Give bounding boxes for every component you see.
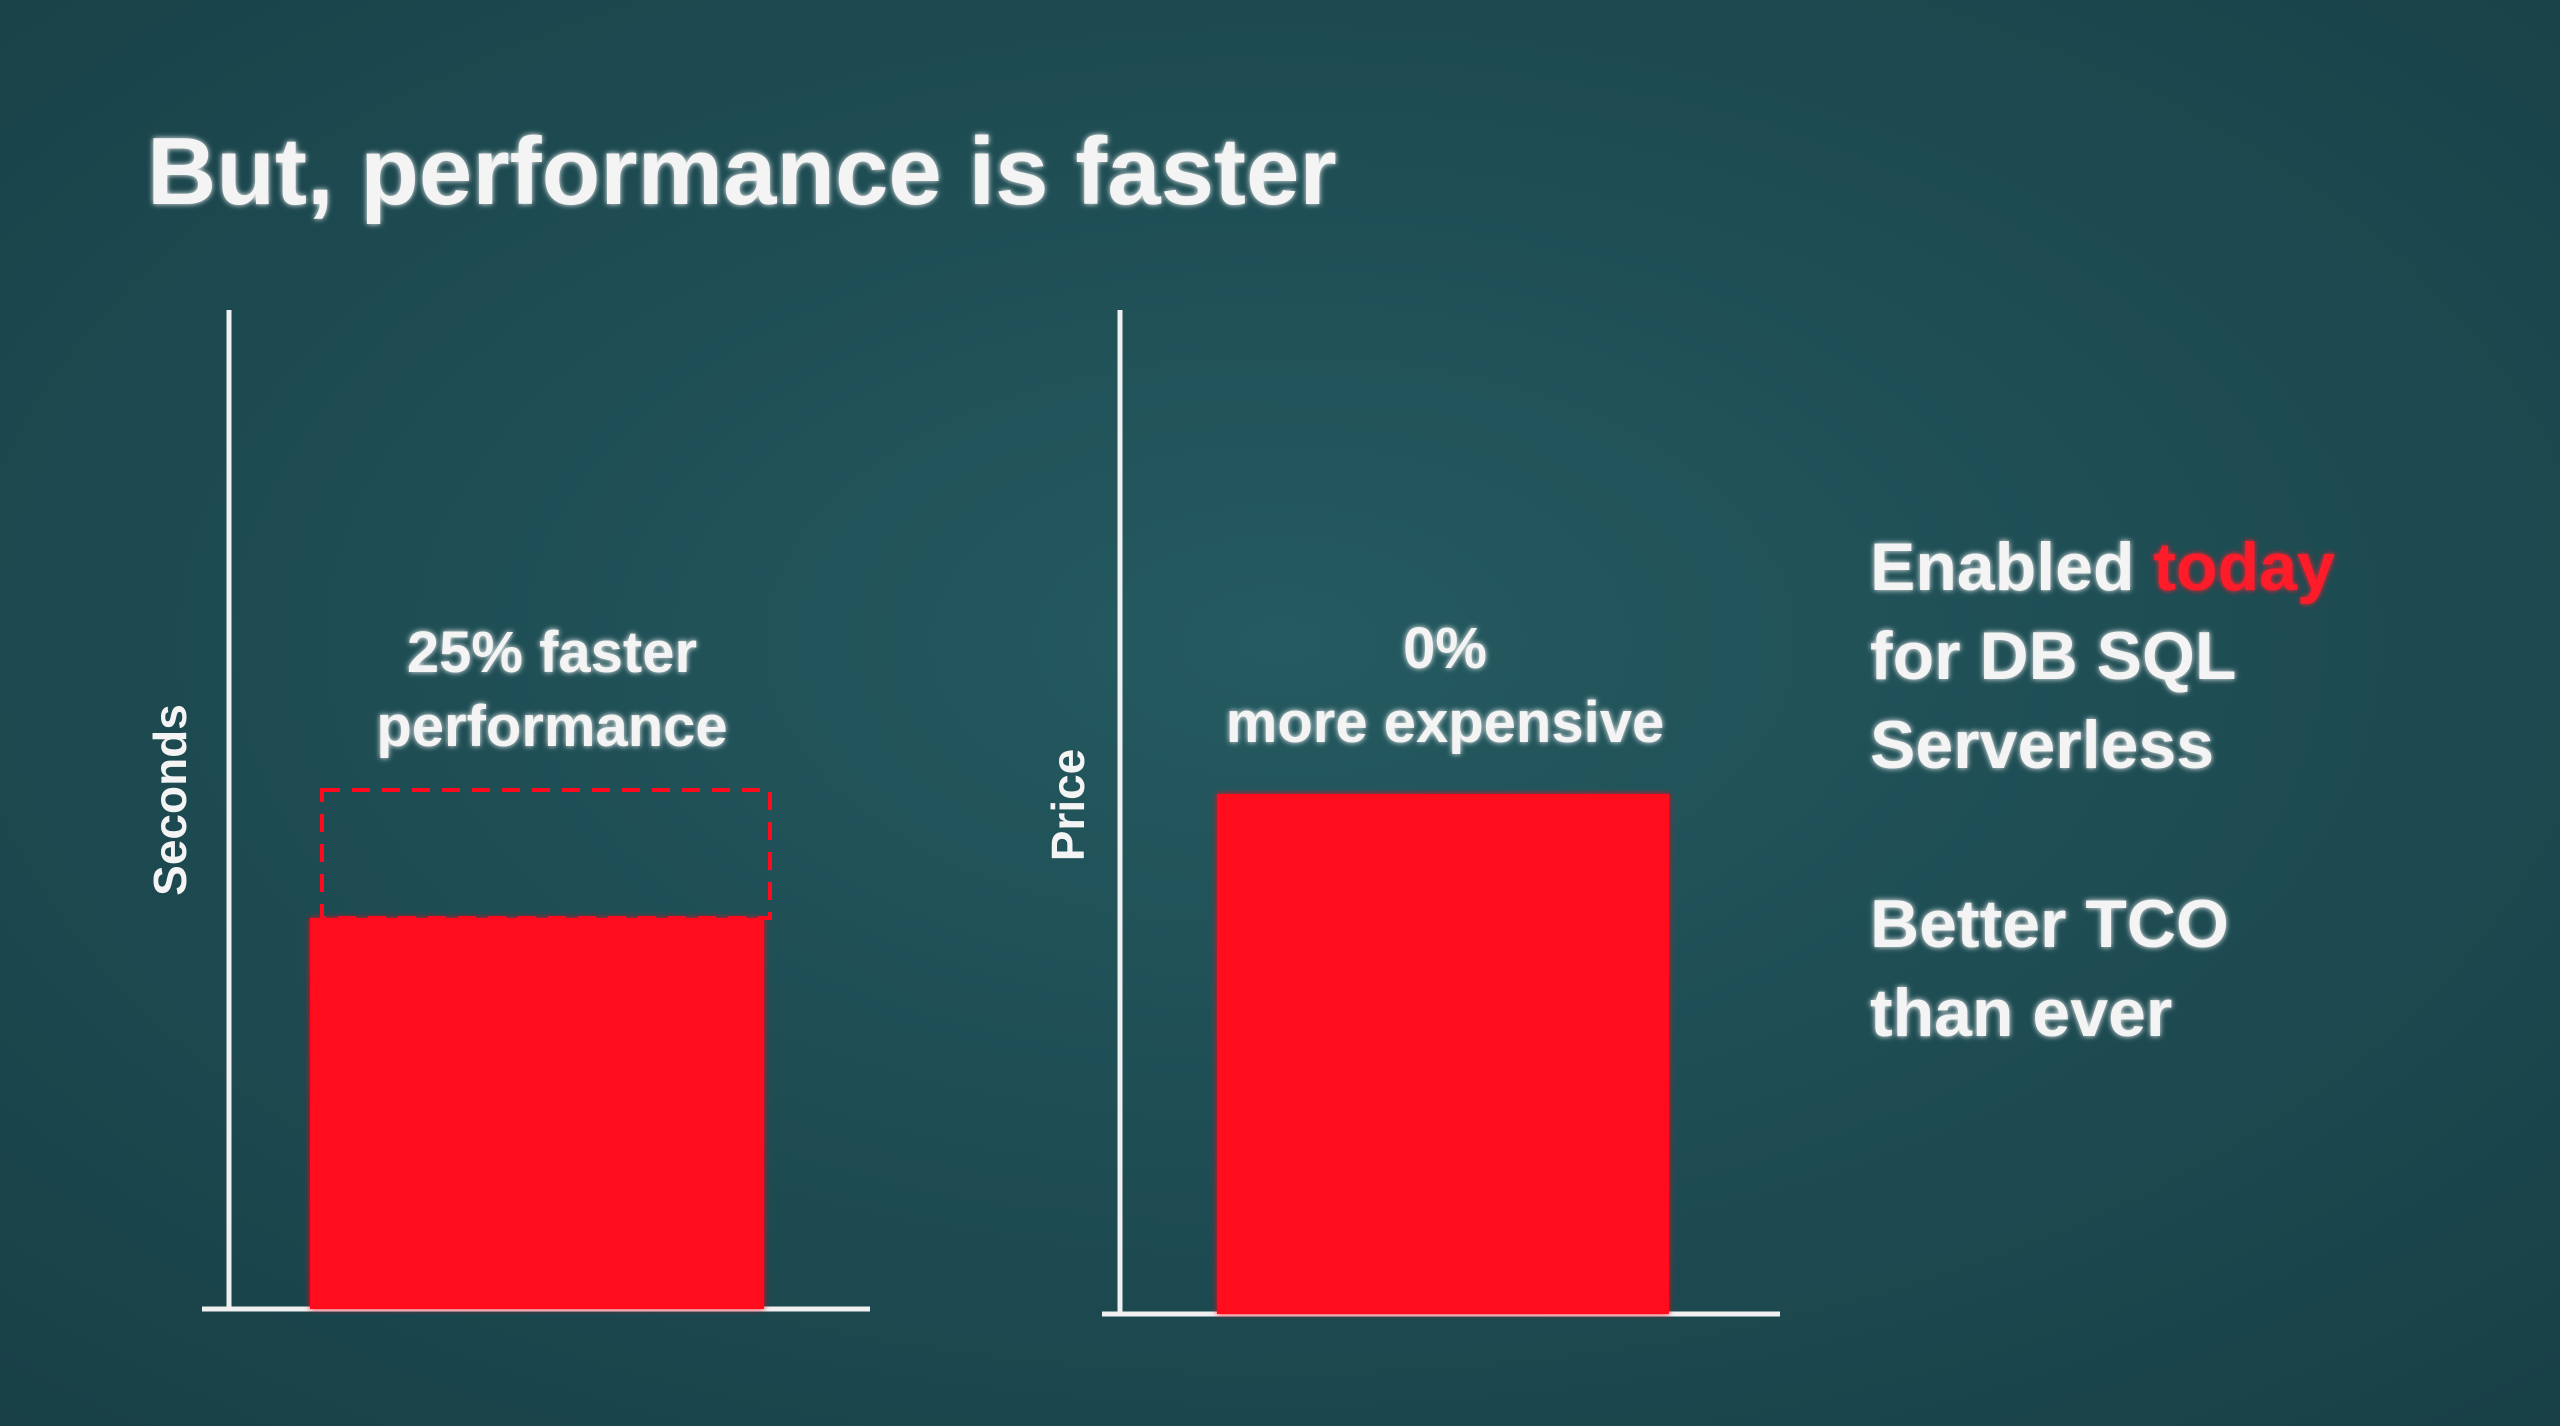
price-chart: Price 0% more expensive	[1042, 310, 1780, 1317]
seconds-chart: Seconds 25% faster performance	[144, 310, 870, 1312]
bar	[310, 918, 764, 1309]
side-line: Better TCO	[1870, 886, 2229, 962]
y-axis-label: Seconds	[144, 704, 196, 896]
side-word: Enabled	[1870, 529, 2135, 605]
side-line: Serverless	[1870, 707, 2214, 783]
previous-bar-outline	[320, 788, 772, 920]
side-line: Enabled today	[1870, 529, 2335, 605]
slide-title: But, performance is faster	[147, 118, 1337, 225]
annotation: 0%	[1403, 616, 1487, 681]
annotation: more expensive	[1226, 690, 1664, 755]
annotation: 25% faster	[407, 620, 697, 685]
highlight-word: today	[2153, 529, 2335, 605]
bar	[1217, 794, 1669, 1314]
side-line: than ever	[1870, 975, 2172, 1051]
side-line: for DB SQL	[1870, 618, 2236, 694]
side-text: Enabled today for DB SQL Serverless Bett…	[1870, 529, 2335, 1051]
y-axis-label: Price	[1042, 749, 1094, 862]
annotation: performance	[376, 694, 727, 759]
